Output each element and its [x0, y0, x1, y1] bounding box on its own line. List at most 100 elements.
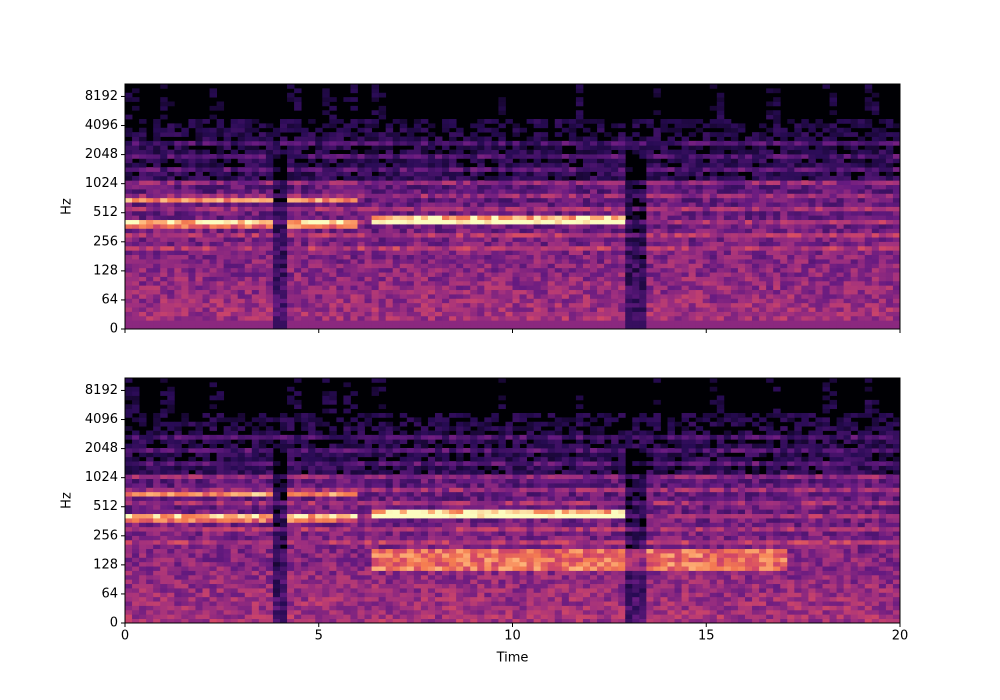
spectrogram-cell: [780, 158, 788, 164]
spectrogram-cell: [364, 307, 372, 312]
spectrogram-cell: [132, 228, 140, 234]
spectrogram-cell: [871, 294, 880, 299]
spectrogram-cell: [709, 307, 718, 312]
spectrogram-cell: [512, 215, 520, 221]
spectrogram-cell: [280, 324, 288, 330]
spectrogram-cell: [456, 267, 464, 273]
spectrogram-cell: [188, 206, 196, 212]
spectrogram-cell: [857, 272, 866, 277]
spectrogram-cell: [484, 154, 492, 159]
spectrogram-cell: [773, 294, 781, 299]
spectrogram-cell: [294, 97, 302, 102]
spectrogram-cell: [209, 311, 217, 317]
spectrogram-cell: [202, 324, 210, 330]
spectrogram-cell: [773, 320, 781, 326]
spectrogram-cell: [850, 259, 859, 264]
spectrogram-cell: [251, 311, 260, 317]
spectrogram-cell: [702, 254, 711, 260]
spectrogram-cell: [688, 189, 697, 194]
spectrogram-cell: [301, 302, 309, 308]
spectrogram-cell: [618, 276, 626, 282]
spectrogram-cell: [632, 263, 640, 269]
spectrogram-cell: [456, 219, 464, 225]
spectrogram-cell: [413, 127, 422, 133]
spectrogram-cell: [209, 197, 217, 203]
spectrogram-cell: [540, 149, 549, 155]
spectrogram-cell: [737, 197, 746, 203]
spectrogram-cell: [385, 224, 394, 229]
spectrogram-cell: [272, 294, 281, 299]
spectrogram-cell: [815, 324, 823, 330]
spectrogram-cell: [590, 259, 598, 264]
spectrogram-cell: [181, 263, 189, 269]
spectrogram-cell: [139, 206, 147, 212]
spectrogram-cell: [801, 280, 809, 286]
spectrogram-cell: [681, 180, 690, 186]
spectrogram-cell: [547, 289, 556, 295]
spectrogram-cell: [787, 302, 795, 308]
spectrogram-cell: [745, 280, 753, 286]
spectrogram-cell: [716, 280, 725, 286]
spectrogram-cell: [632, 254, 640, 260]
spectrogram-cell: [244, 245, 253, 251]
spectrogram-cell: [456, 276, 464, 282]
spectrogram-cell: [745, 289, 753, 295]
spectrogram-cell: [681, 272, 690, 277]
spectrogram-cell: [864, 189, 873, 194]
spectrogram-cell: [878, 298, 887, 304]
spectrogram-cell: [272, 285, 281, 291]
spectrogram-cell: [575, 149, 584, 155]
spectrogram-cell: [484, 149, 492, 155]
spectrogram-cell: [442, 245, 450, 251]
spectrogram-cell: [561, 202, 570, 207]
spectrogram-cell: [146, 302, 154, 308]
spectrogram-cell: [209, 114, 217, 120]
spectrogram-cell: [716, 210, 725, 216]
spectrogram-cell: [237, 132, 246, 137]
spectrogram-cell: [413, 162, 422, 168]
spectrogram-cell: [575, 210, 584, 216]
spectrogram-cell: [308, 206, 316, 212]
spectrogram-cell: [554, 180, 563, 186]
spectrogram-cell: [406, 202, 415, 207]
spectrogram-cell: [745, 267, 753, 273]
spectrogram-cell: [209, 289, 217, 295]
spectrogram-cell: [512, 298, 520, 304]
spectrogram-cell: [456, 254, 464, 260]
spectrogram-cell: [195, 180, 203, 186]
spectrogram-cell: [498, 140, 506, 146]
spectrogram-cell: [709, 311, 718, 317]
spectrogram-cell: [674, 127, 682, 133]
spectrogram-cell: [892, 202, 901, 207]
spectrogram-cell: [392, 272, 401, 277]
spectrogram-cell: [801, 298, 809, 304]
spectrogram-cell: [343, 189, 351, 194]
spectrogram-cell: [857, 254, 866, 260]
spectrogram-cell: [371, 276, 380, 282]
spectrogram-cell: [794, 259, 802, 264]
spectrogram-cell: [399, 276, 408, 282]
spectrogram-cell: [146, 285, 154, 291]
spectrogram-cell: [427, 180, 436, 186]
spectrogram-cell: [660, 272, 668, 277]
spectrogram-cell: [371, 145, 380, 151]
spectrogram-cell: [787, 202, 795, 207]
spectrogram-cell: [850, 219, 859, 225]
spectrogram-cell: [780, 193, 788, 199]
spectrogram-cell: [491, 127, 499, 133]
spectrogram-cell: [343, 154, 351, 159]
spectrogram-cell: [773, 311, 781, 317]
spectrogram-cell: [371, 267, 380, 273]
spectrogram-cell: [251, 175, 260, 181]
spectrogram-cell: [597, 285, 605, 291]
spectrogram-cell: [604, 210, 612, 216]
spectrogram-cell: [301, 237, 309, 242]
spectrogram-cell: [885, 237, 894, 242]
spectrogram-cell: [160, 175, 168, 181]
spectrogram-cell: [730, 154, 739, 159]
spectrogram-cell: [885, 215, 894, 221]
spectrogram-cell: [702, 123, 711, 129]
spectrogram-cell: [822, 123, 830, 129]
spectrogram-cell: [477, 241, 485, 247]
spectrogram-cell: [773, 241, 781, 247]
